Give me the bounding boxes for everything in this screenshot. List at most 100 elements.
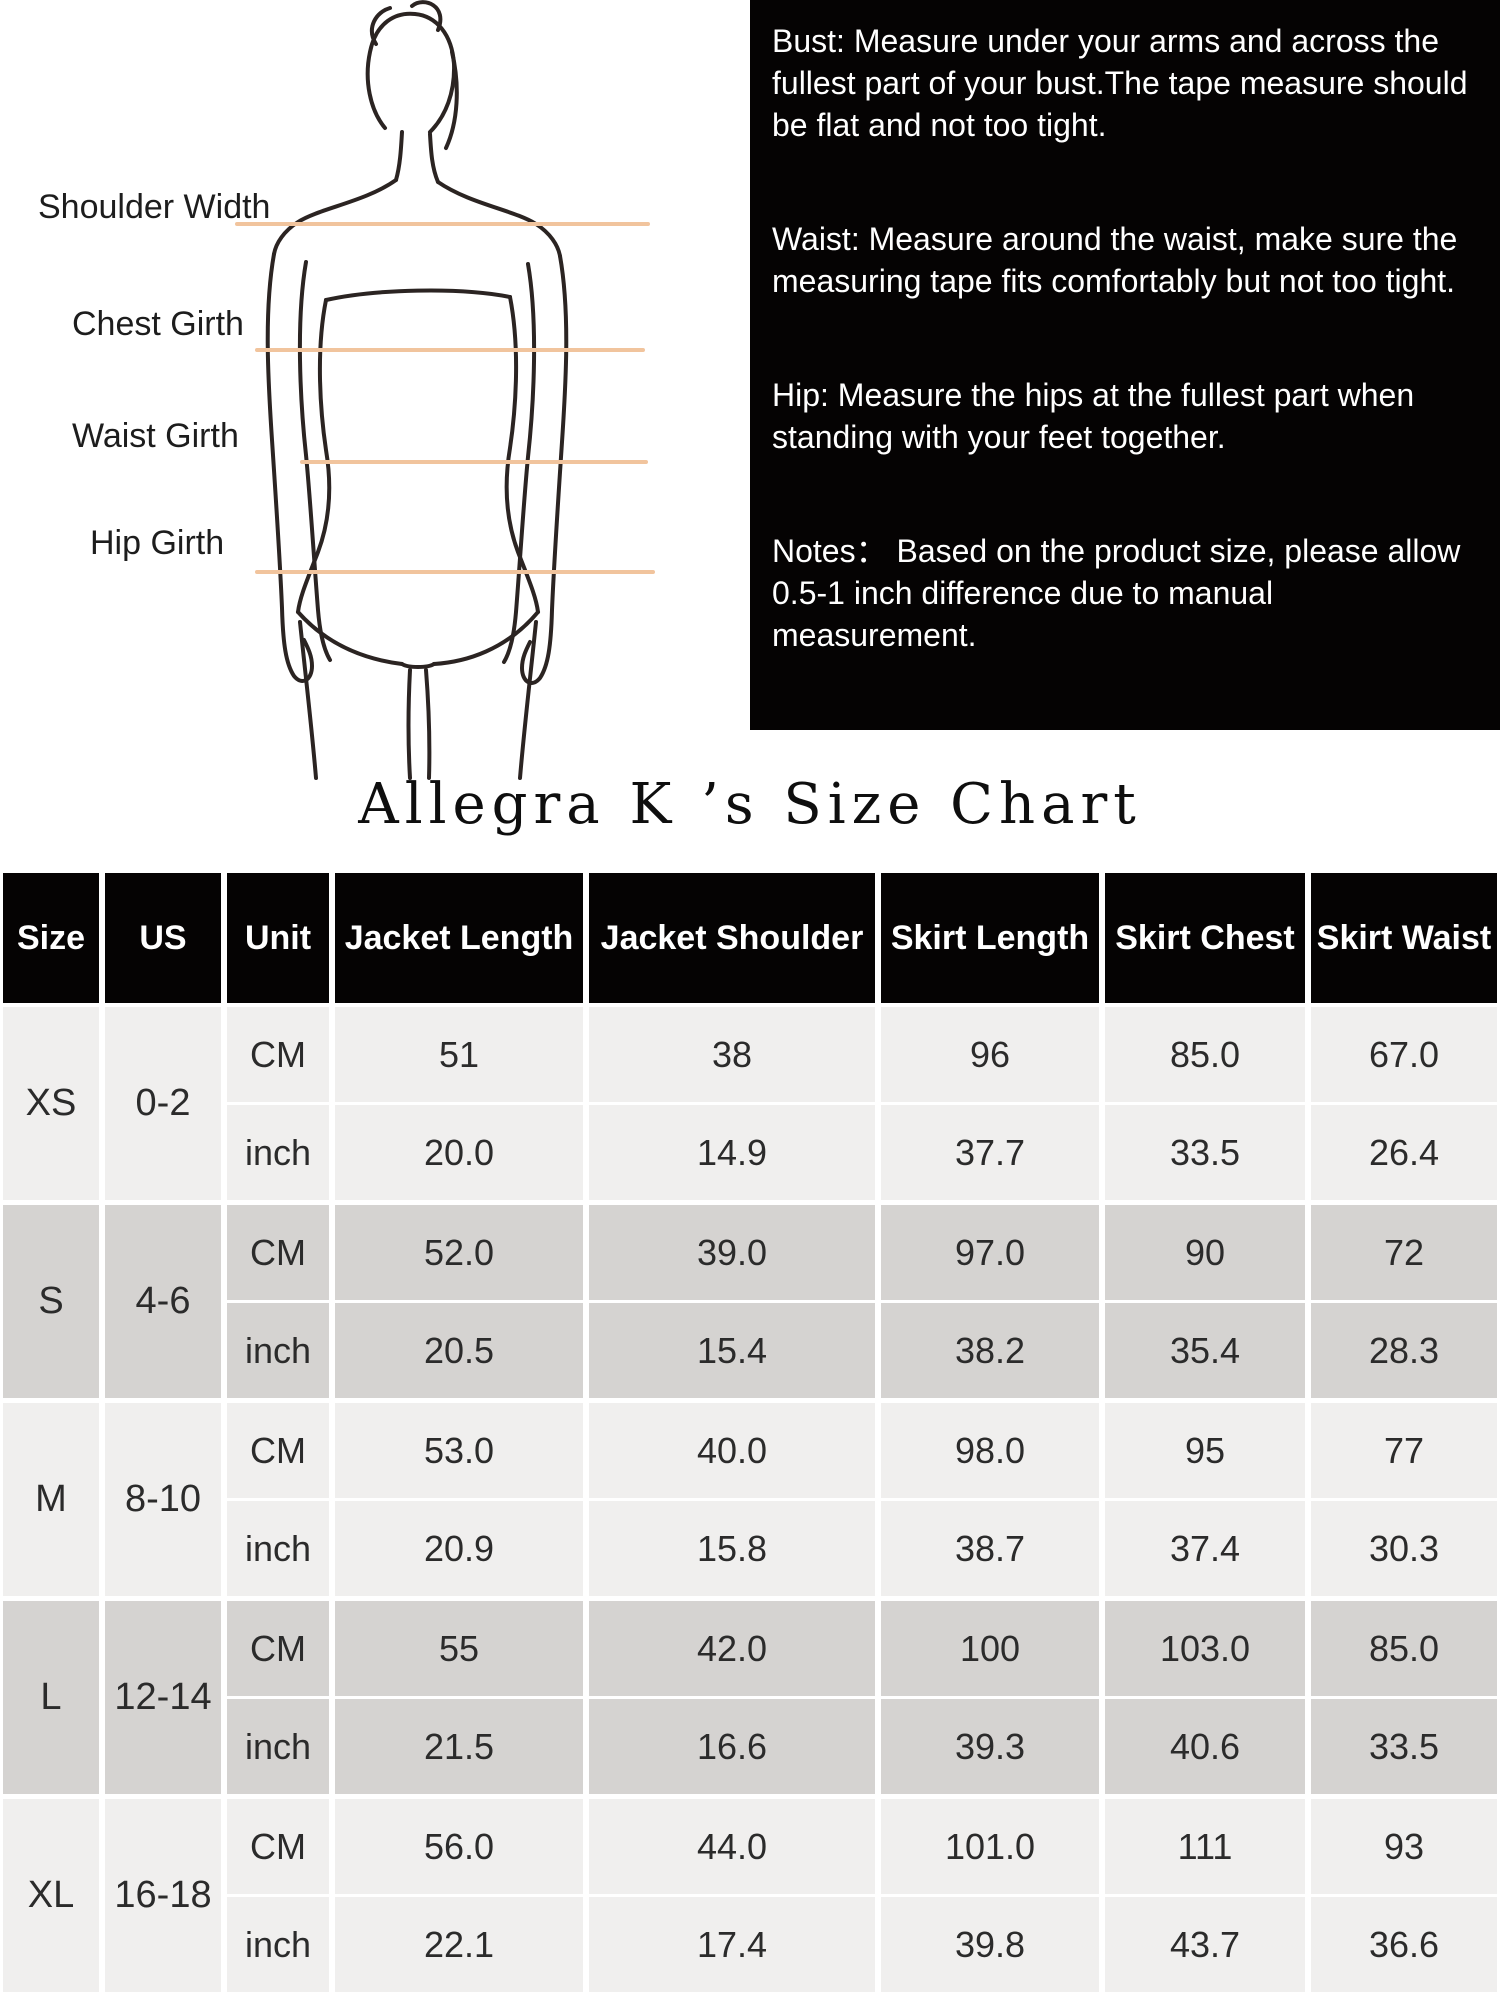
value-cell: 26.4 xyxy=(1311,1105,1497,1200)
unit-cell: inch xyxy=(227,1303,329,1398)
column-header-jacket-length: Jacket Length xyxy=(335,873,583,1003)
column-header-skirt-chest: Skirt Chest xyxy=(1105,873,1305,1003)
table-row-group-l: L 12-14 CM 55 42.0 100 103.0 85.0 inch 2… xyxy=(3,1601,1497,1794)
value-cell: 111 xyxy=(1105,1799,1305,1894)
size-cell: S xyxy=(3,1205,99,1398)
table-row-group-s: S 4-6 CM 52.0 39.0 97.0 90 72 inch 20.5 … xyxy=(3,1205,1497,1398)
value-cell: 42.0 xyxy=(589,1601,875,1696)
value-cell: 20.0 xyxy=(335,1105,583,1200)
column-header-skirt-length: Skirt Length xyxy=(881,873,1099,1003)
value-cell: 77 xyxy=(1311,1403,1497,1498)
value-cell: 15.4 xyxy=(589,1303,875,1398)
value-cell: 33.5 xyxy=(1105,1105,1305,1200)
unit-cell: inch xyxy=(227,1105,329,1200)
table-row-group-xl: XL 16-18 CM 56.0 44.0 101.0 111 93 inch … xyxy=(3,1799,1497,1992)
value-cell: 37.7 xyxy=(881,1105,1099,1200)
size-cell: M xyxy=(3,1403,99,1596)
value-cell: 67.0 xyxy=(1311,1007,1497,1102)
value-cell: 93 xyxy=(1311,1799,1497,1894)
unit-cell: CM xyxy=(227,1007,329,1102)
value-cell: 95 xyxy=(1105,1403,1305,1498)
value-cell: 33.5 xyxy=(1311,1699,1497,1794)
chest-measure-line xyxy=(255,348,645,352)
value-cell: 40.6 xyxy=(1105,1699,1305,1794)
value-cell: 56.0 xyxy=(335,1799,583,1894)
waist-measure-line xyxy=(300,460,648,464)
value-cell: 85.0 xyxy=(1105,1007,1305,1102)
unit-cell: CM xyxy=(227,1205,329,1300)
value-cell: 44.0 xyxy=(589,1799,875,1894)
value-cell: 55 xyxy=(335,1601,583,1696)
unit-cell: inch xyxy=(227,1897,329,1992)
us-cell: 16-18 xyxy=(105,1799,221,1992)
unit-cell: inch xyxy=(227,1699,329,1794)
value-cell: 17.4 xyxy=(589,1897,875,1992)
column-header-jacket-shoulder: Jacket Shoulder xyxy=(589,873,875,1003)
table-row-group-m: M 8-10 CM 53.0 40.0 98.0 95 77 inch 20.9… xyxy=(3,1403,1497,1596)
value-cell: 51 xyxy=(335,1007,583,1102)
unit-cell: inch xyxy=(227,1501,329,1596)
unit-cell: CM xyxy=(227,1799,329,1894)
size-cell: XS xyxy=(3,1007,99,1200)
column-header-us: US xyxy=(105,873,221,1003)
waist-girth-label: Waist Girth xyxy=(72,417,239,455)
shoulder-measure-line xyxy=(235,222,650,226)
value-cell: 30.3 xyxy=(1311,1501,1497,1596)
column-header-size: Size xyxy=(3,873,99,1003)
value-cell: 35.4 xyxy=(1105,1303,1305,1398)
unit-cell: CM xyxy=(227,1601,329,1696)
size-chart-table: Size US Unit Jacket Length Jacket Should… xyxy=(3,873,1497,1997)
size-cell: XL xyxy=(3,1799,99,1992)
value-cell: 39.8 xyxy=(881,1897,1099,1992)
value-cell: 103.0 xyxy=(1105,1601,1305,1696)
value-cell: 72 xyxy=(1311,1205,1497,1300)
value-cell: 22.1 xyxy=(335,1897,583,1992)
table-row-group-xs: XS 0-2 CM 51 38 96 85.0 67.0 inch 20.0 1… xyxy=(3,1007,1497,1200)
us-cell: 8-10 xyxy=(105,1403,221,1596)
value-cell: 14.9 xyxy=(589,1105,875,1200)
value-cell: 96 xyxy=(881,1007,1099,1102)
value-cell: 101.0 xyxy=(881,1799,1099,1894)
value-cell: 16.6 xyxy=(589,1699,875,1794)
hip-instruction: Hip: Measure the hips at the fullest par… xyxy=(772,377,1415,455)
column-header-skirt-waist: Skirt Waist xyxy=(1311,873,1497,1003)
value-cell: 39.3 xyxy=(881,1699,1099,1794)
value-cell: 40.0 xyxy=(589,1403,875,1498)
value-cell: 28.3 xyxy=(1311,1303,1497,1398)
value-cell: 39.0 xyxy=(589,1205,875,1300)
value-cell: 97.0 xyxy=(881,1205,1099,1300)
value-cell: 15.8 xyxy=(589,1501,875,1596)
value-cell: 21.5 xyxy=(335,1699,583,1794)
hip-girth-label: Hip Girth xyxy=(90,524,225,562)
hip-measure-line xyxy=(255,570,655,574)
column-header-unit: Unit xyxy=(227,873,329,1003)
value-cell: 90 xyxy=(1105,1205,1305,1300)
us-cell: 4-6 xyxy=(105,1205,221,1398)
value-cell: 38.7 xyxy=(881,1501,1099,1596)
waist-instruction: Waist: Measure around the waist, make su… xyxy=(772,221,1458,299)
value-cell: 53.0 xyxy=(335,1403,583,1498)
bust-instruction: Bust: Measure under your arms and across… xyxy=(772,23,1468,143)
value-cell: 36.6 xyxy=(1311,1897,1497,1992)
table-header-row: Size US Unit Jacket Length Jacket Should… xyxy=(3,873,1497,1003)
chest-girth-label: Chest Girth xyxy=(72,305,244,343)
value-cell: 38.2 xyxy=(881,1303,1099,1398)
shoulder-width-label: Shoulder Width xyxy=(38,188,271,226)
us-cell: 12-14 xyxy=(105,1601,221,1794)
value-cell: 100 xyxy=(881,1601,1099,1696)
value-cell: 20.9 xyxy=(335,1501,583,1596)
body-figure-svg xyxy=(265,0,569,780)
measuring-instructions-panel: Bust: Measure under your arms and across… xyxy=(750,0,1500,730)
body-figure-diagram xyxy=(180,0,740,780)
value-cell: 37.4 xyxy=(1105,1501,1305,1596)
value-cell: 52.0 xyxy=(335,1205,583,1300)
value-cell: 98.0 xyxy=(881,1403,1099,1498)
notes-instruction: Notes： Based on the product size, please… xyxy=(772,533,1461,653)
size-cell: L xyxy=(3,1601,99,1794)
unit-cell: CM xyxy=(227,1403,329,1498)
value-cell: 43.7 xyxy=(1105,1897,1305,1992)
value-cell: 38 xyxy=(589,1007,875,1102)
page-title: Allegra K ’s Size Chart xyxy=(358,772,1142,837)
value-cell: 85.0 xyxy=(1311,1601,1497,1696)
